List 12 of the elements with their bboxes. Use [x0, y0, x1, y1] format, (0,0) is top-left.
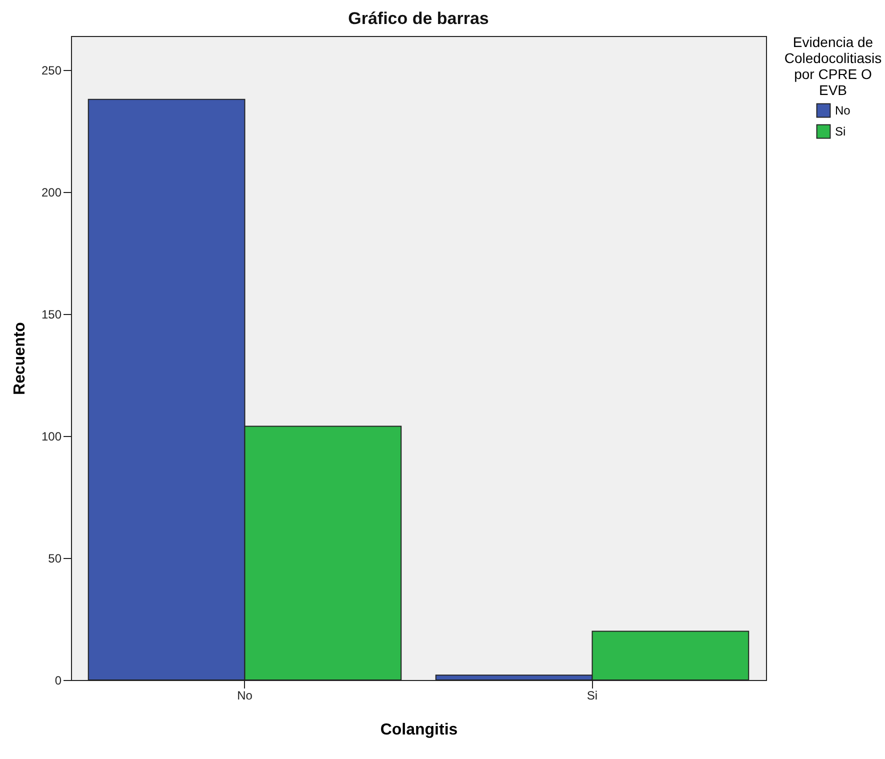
x-axis-title: Colangitis — [380, 722, 458, 738]
y-tick-label: 250 — [41, 64, 62, 78]
y-tick-label: 100 — [41, 430, 62, 444]
y-tick-label: 50 — [48, 552, 62, 566]
chart-title: Gráfico de barras — [348, 9, 489, 28]
y-axis-title: Recuento — [11, 322, 28, 395]
y-tick-label: 200 — [41, 186, 62, 200]
legend-label: No — [835, 104, 851, 118]
y-tick-label: 150 — [41, 308, 62, 322]
y-tick-label: 0 — [54, 674, 62, 688]
legend-title: Evidencia de Coledocolitiasis por CPRE O EVB — [784, 34, 882, 98]
legend-label: Si — [835, 124, 846, 138]
